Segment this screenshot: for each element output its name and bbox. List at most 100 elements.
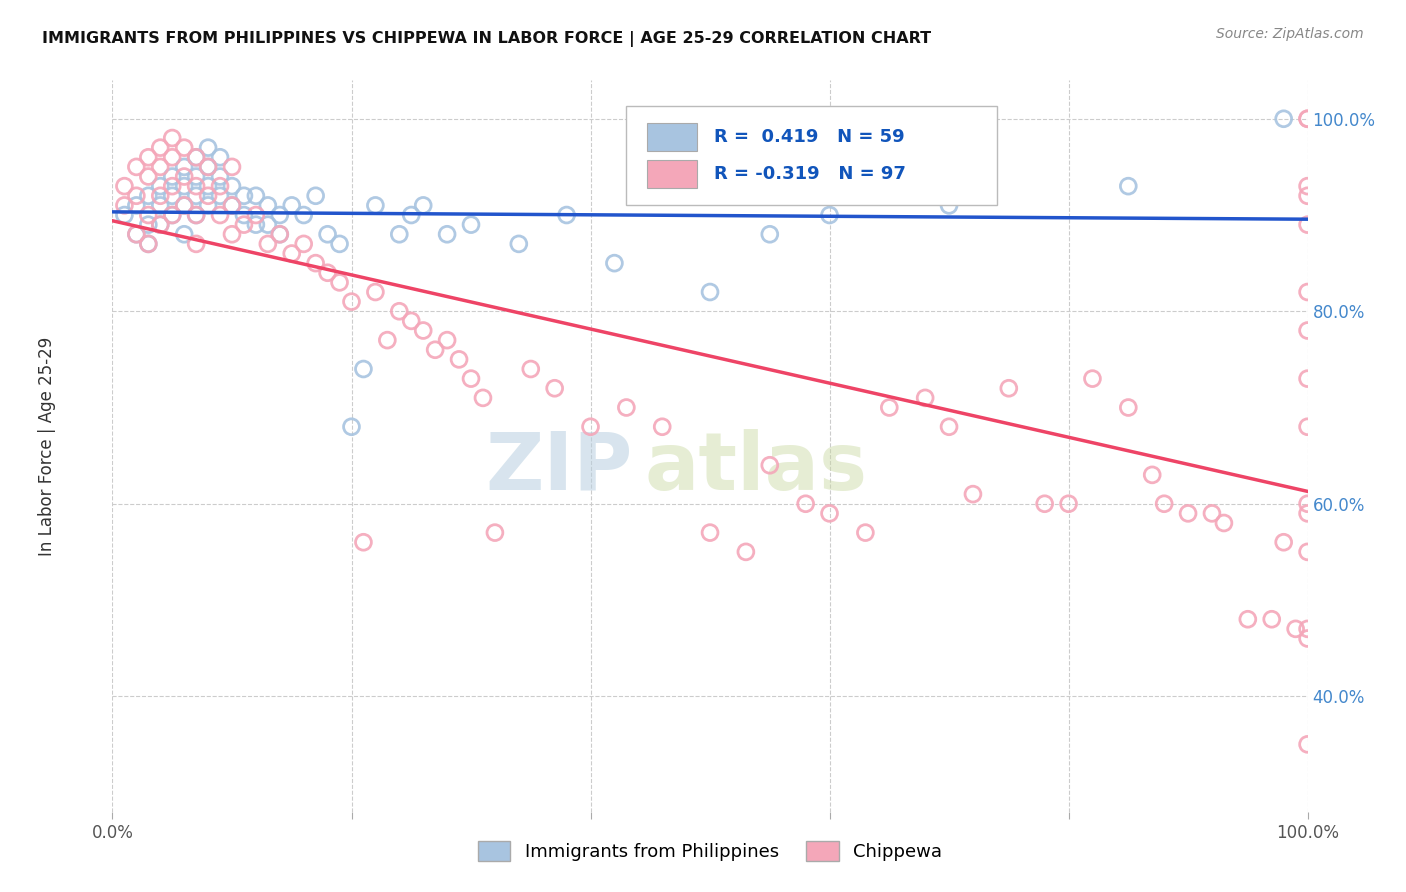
Point — [149, 188, 172, 202]
Point — [412, 198, 434, 212]
Point — [938, 198, 960, 212]
Point — [186, 150, 208, 164]
Point — [209, 188, 232, 202]
Point — [1118, 179, 1140, 194]
Point — [162, 131, 183, 145]
Point — [281, 246, 304, 260]
Point — [352, 362, 374, 376]
Point — [138, 188, 160, 202]
Point — [186, 188, 208, 202]
Point — [186, 208, 208, 222]
Point — [329, 276, 352, 290]
Point — [1118, 401, 1140, 415]
Bar — [647, 160, 697, 188]
Text: IMMIGRANTS FROM PHILIPPINES VS CHIPPEWA IN LABOR FORCE | AGE 25-29 CORRELATION C: IMMIGRANTS FROM PHILIPPINES VS CHIPPEWA … — [42, 31, 931, 47]
Point — [149, 160, 172, 174]
Point — [616, 401, 638, 415]
Point — [998, 381, 1021, 395]
Text: In Labor Force | Age 25-29: In Labor Force | Age 25-29 — [38, 336, 56, 556]
Point — [138, 218, 160, 232]
Point — [329, 236, 352, 251]
Point — [138, 150, 160, 164]
Point — [257, 218, 280, 232]
Point — [149, 141, 172, 155]
Point — [1237, 612, 1260, 626]
Point — [1296, 497, 1319, 511]
Point — [425, 343, 447, 357]
Point — [460, 371, 482, 385]
Point — [257, 198, 280, 212]
Point — [603, 256, 626, 270]
Point — [197, 141, 219, 155]
Point — [759, 227, 782, 242]
Point — [245, 218, 267, 232]
Point — [1177, 507, 1199, 521]
Point — [269, 208, 291, 222]
Point — [962, 487, 984, 501]
Point — [257, 236, 280, 251]
Point — [233, 188, 256, 202]
Point — [162, 169, 183, 184]
Point — [221, 179, 243, 194]
Point — [1296, 371, 1319, 385]
Point — [364, 198, 387, 212]
Point — [914, 391, 936, 405]
Point — [472, 391, 495, 405]
Point — [221, 160, 243, 174]
Point — [186, 169, 208, 184]
Point — [699, 285, 721, 299]
Point — [1261, 612, 1284, 626]
Point — [1081, 371, 1104, 385]
Point — [794, 497, 817, 511]
Point — [138, 208, 160, 222]
Point — [138, 169, 160, 184]
Point — [412, 324, 434, 338]
Point — [221, 198, 243, 212]
Point — [209, 150, 232, 164]
Point — [543, 381, 565, 395]
Point — [818, 208, 841, 222]
Point — [173, 169, 195, 184]
Point — [269, 227, 291, 242]
Point — [125, 227, 148, 242]
Point — [125, 160, 148, 174]
Point — [197, 160, 219, 174]
Point — [186, 150, 208, 164]
Point — [186, 236, 208, 251]
Point — [197, 188, 219, 202]
Point — [735, 545, 758, 559]
Point — [1296, 112, 1319, 126]
Point — [173, 198, 195, 212]
Point — [114, 179, 135, 194]
Point — [173, 179, 195, 194]
Point — [316, 266, 339, 280]
Point — [879, 401, 901, 415]
Point — [162, 150, 183, 164]
Point — [1272, 535, 1295, 549]
Point — [1296, 632, 1319, 646]
Point — [149, 218, 172, 232]
Point — [245, 188, 267, 202]
Point — [209, 179, 232, 194]
Legend: Immigrants from Philippines, Chippewa: Immigrants from Philippines, Chippewa — [471, 834, 949, 869]
Point — [197, 179, 219, 194]
Point — [245, 208, 267, 222]
Point — [209, 208, 232, 222]
Point — [149, 198, 172, 212]
Point — [759, 458, 782, 473]
Point — [173, 198, 195, 212]
Point — [1201, 507, 1223, 521]
Point — [1296, 545, 1319, 559]
Point — [138, 236, 160, 251]
Point — [281, 198, 304, 212]
Point — [460, 218, 482, 232]
Point — [401, 208, 423, 222]
Point — [114, 198, 135, 212]
Point — [938, 419, 960, 434]
Point — [162, 179, 183, 194]
Point — [197, 160, 219, 174]
Point — [173, 227, 195, 242]
Point — [555, 208, 578, 222]
Point — [1285, 622, 1308, 636]
Point — [436, 333, 458, 347]
